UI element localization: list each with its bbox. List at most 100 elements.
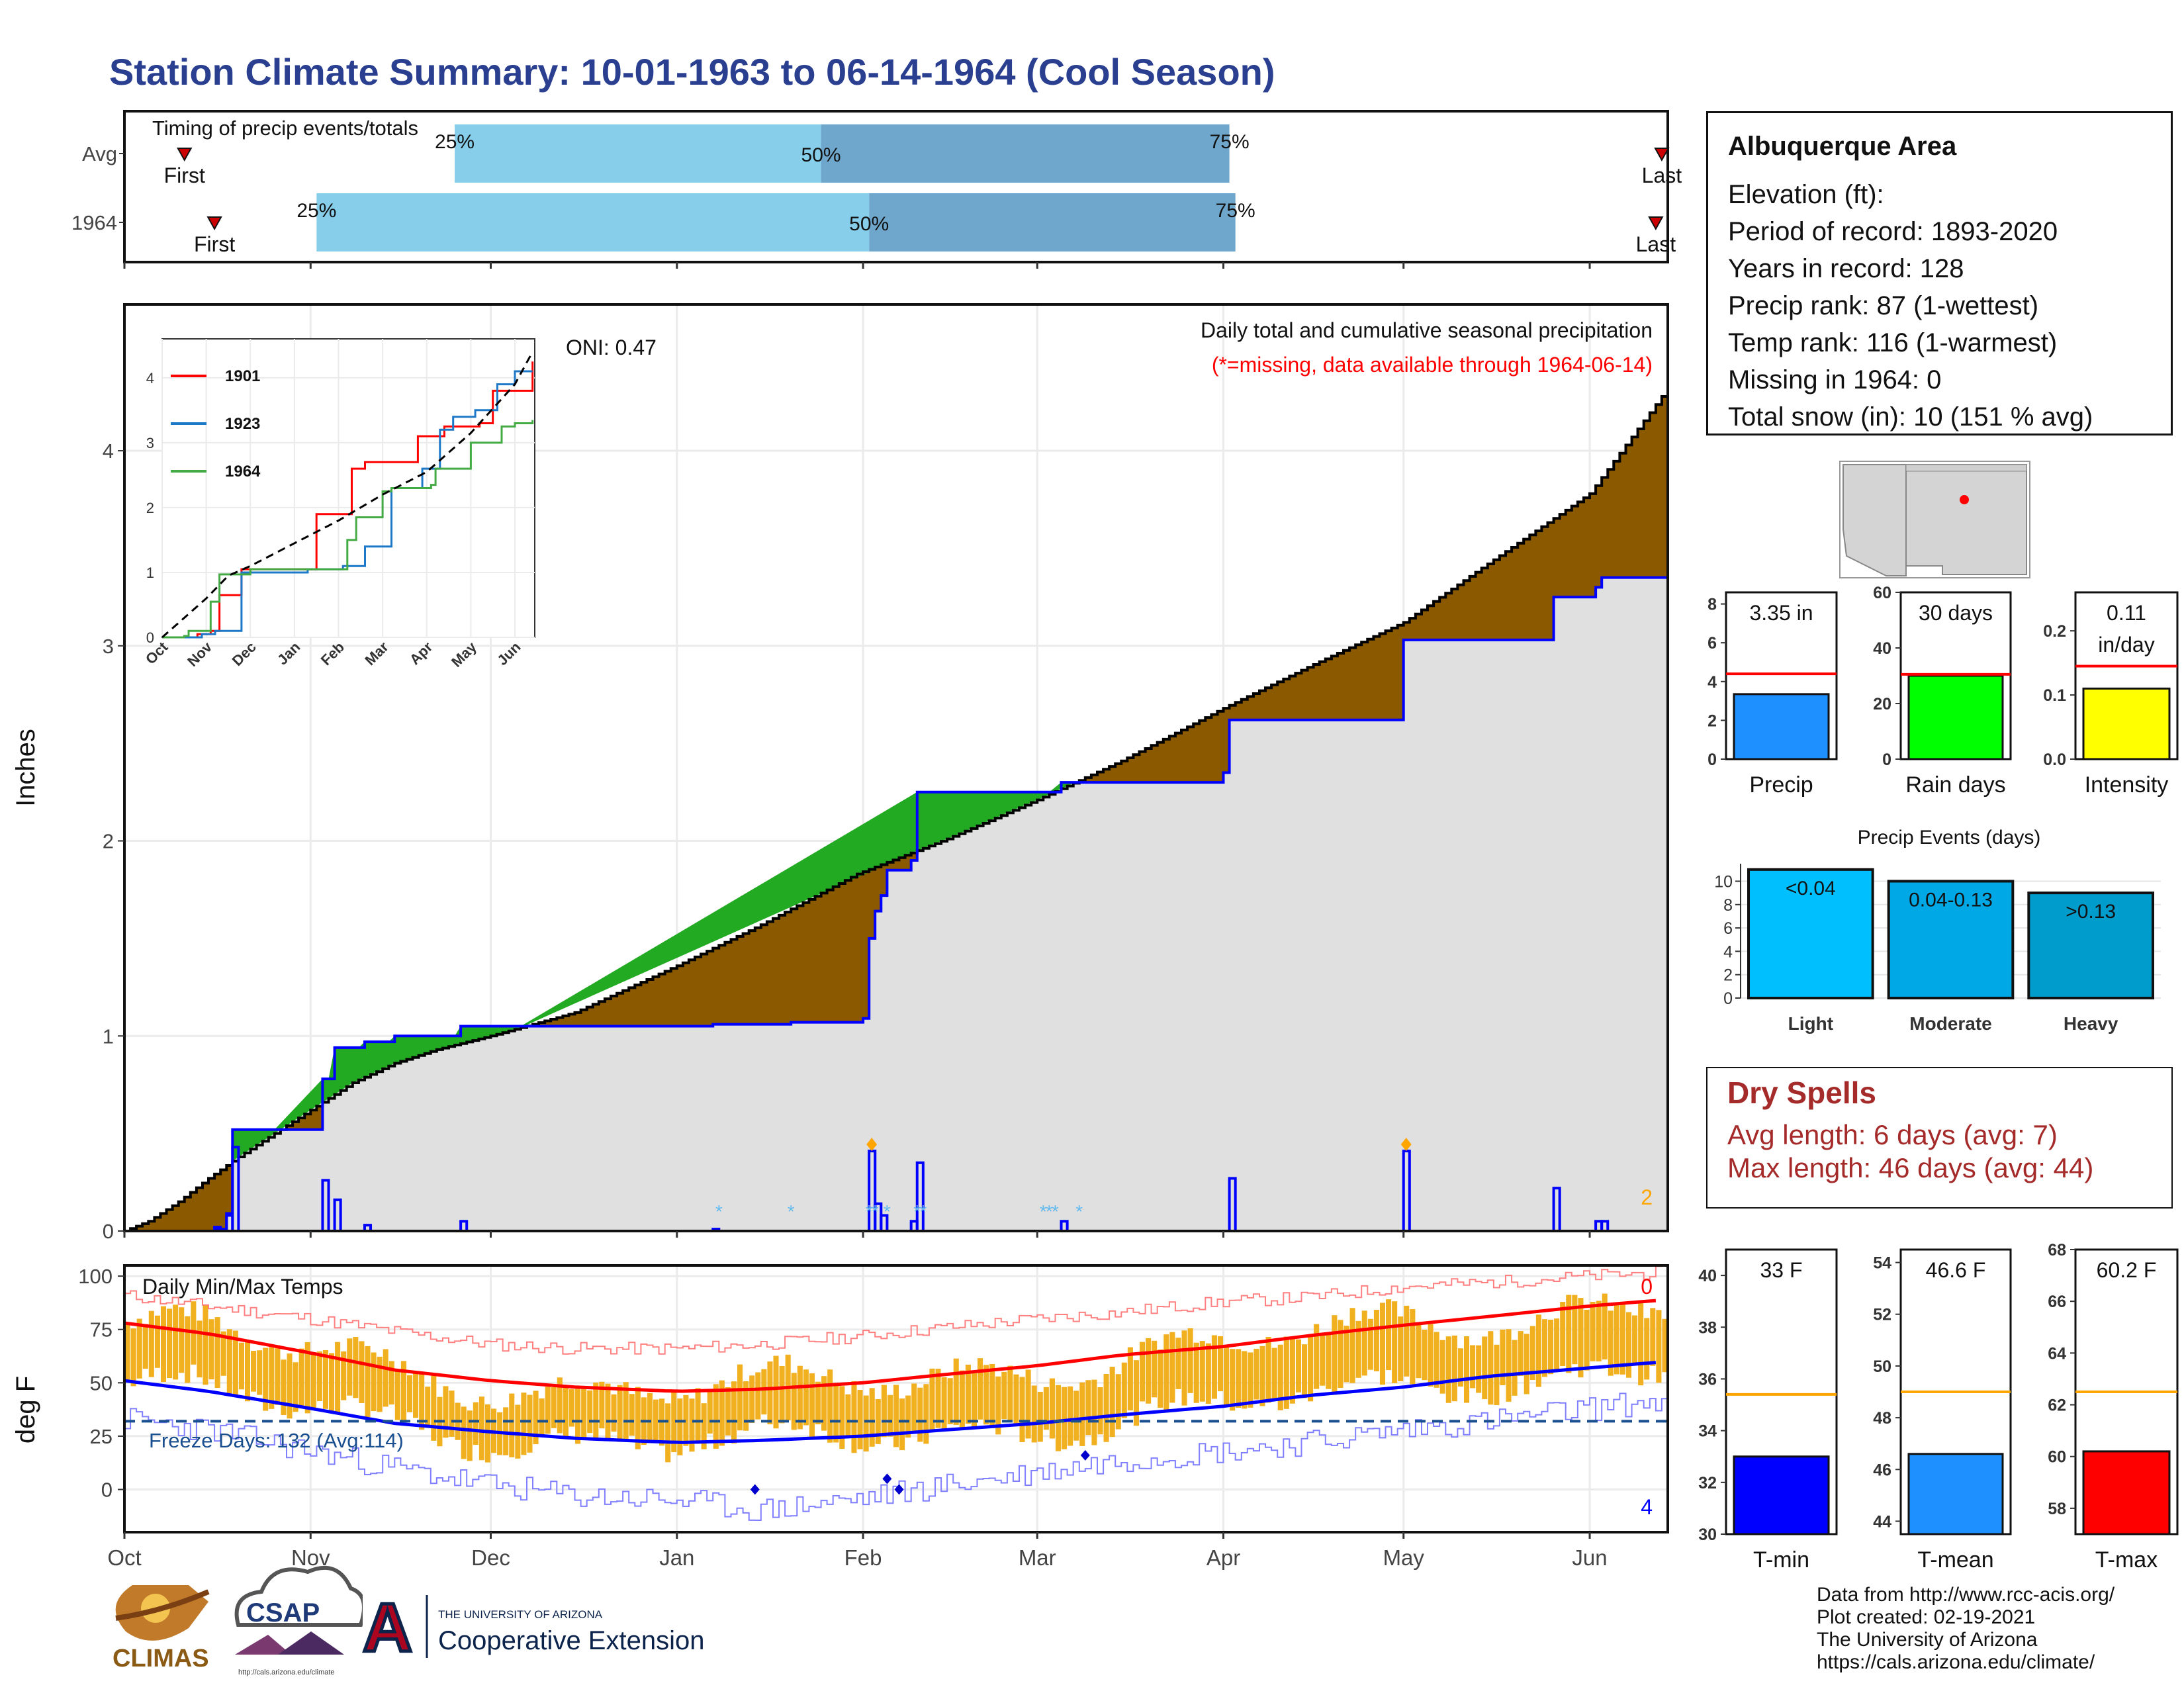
daily-temp-bar [1548, 1320, 1554, 1375]
daily-temp-bar [593, 1382, 599, 1439]
station-period: Period of record: 1893-2020 [1728, 217, 2058, 246]
csap-logo: CSAP http://cals.arizona.edu/climate [234, 1565, 366, 1676]
daily-temp-bar [179, 1307, 185, 1373]
daily-temp-bar [1320, 1333, 1326, 1386]
daily-temp-bar [1584, 1310, 1590, 1371]
dry-spells-box: Dry Spells Avg length: 6 days (avg: 7) M… [1706, 1067, 2173, 1209]
events-y-tick-label: 4 [1723, 942, 1733, 961]
temp-y-label: deg F [11, 1376, 40, 1443]
precip-summary-category-label: Rain days [1905, 772, 2005, 798]
daily-temp-bar [503, 1407, 509, 1455]
daily-temp-bar [1572, 1295, 1578, 1365]
daily-temp-bar [1025, 1369, 1031, 1439]
daily-temp-bar [1043, 1387, 1049, 1430]
timing-last-label: Last [1642, 163, 1682, 187]
daily-temp-bar [1079, 1382, 1085, 1446]
daily-temp-bar [1115, 1374, 1121, 1430]
precip-summary-y-tick-label: 0.1 [2043, 686, 2066, 705]
temp-bar [1907, 1453, 2004, 1535]
daily-temp-bar [124, 1323, 130, 1382]
daily-temp-bar [316, 1351, 322, 1402]
daily-temp-bar [1121, 1362, 1127, 1418]
daily-temp-bar [148, 1310, 154, 1377]
daily-temp-bar [377, 1356, 383, 1412]
precip-summary-y-tick-label: 60 [1873, 584, 1891, 602]
daily-temp-bar [185, 1316, 191, 1383]
timing-panel: Timing of precip events/totals Avg 25% 50%… [71, 110, 1682, 269]
daily-temp-bar [509, 1393, 515, 1457]
timing-last-label: Last [1636, 232, 1676, 256]
temp-y-tick-label: 66 [2048, 1293, 2066, 1311]
map-state-co [1905, 464, 2027, 472]
temp-category-label: T-mean [1917, 1547, 1993, 1573]
daily-temp-bar [1127, 1347, 1133, 1411]
daily-temp-bar [329, 1353, 335, 1413]
csap-url: http://cals.arizona.edu/climate [238, 1668, 335, 1676]
daily-temp-bar [425, 1387, 431, 1426]
daily-temp-bar [419, 1372, 425, 1430]
inset-average-line [161, 351, 534, 639]
daily-temp-bar [521, 1393, 527, 1455]
event-category-label: Light [1788, 1013, 1833, 1034]
daily-temp-bar [1500, 1329, 1506, 1385]
temp-y-tick-label: 62 [2048, 1396, 2066, 1415]
daily-temp-bar [1301, 1344, 1308, 1398]
precip-summary-y-tick-label: 0 [1882, 751, 1891, 769]
daily-temp-bar [629, 1394, 635, 1436]
daily-temp-bar [569, 1389, 575, 1427]
events-y-tick-label: 0 [1723, 989, 1733, 1008]
daily-temp-bar [1439, 1340, 1445, 1394]
daily-temp-bar [461, 1406, 467, 1459]
temp-value-label: 46.6 F [1926, 1258, 1986, 1282]
inset-y-tick-label: 4 [146, 370, 154, 387]
timing-first-label: First [164, 163, 205, 187]
temp-y-tick-label: 32 [1698, 1474, 1717, 1492]
daily-temp-bar [167, 1308, 173, 1379]
daily-temp-bar [617, 1385, 623, 1442]
record-low-marker [882, 1473, 892, 1485]
footer-data-source: Data from http://www.rcc-acis.org/ [1817, 1584, 2115, 1606]
daily-temp-bar [899, 1398, 905, 1451]
ua-logo: A THE UNIVERSITY OF ARIZONA Cooperative … [361, 1588, 705, 1668]
daily-temp-bar [1482, 1336, 1488, 1400]
daily-temp-bar [263, 1348, 269, 1411]
daily-temp-bar [779, 1365, 785, 1424]
daily-temp-bar [947, 1378, 953, 1424]
record-low-marker [1080, 1449, 1090, 1461]
temp-count-top: 0 [1641, 1275, 1653, 1299]
daily-temp-bar [581, 1386, 587, 1440]
daily-temp-bar [383, 1349, 388, 1407]
event-bar [1747, 868, 1874, 999]
daily-temp-bar [1230, 1349, 1236, 1411]
timing-title: Timing of precip events/totals [152, 116, 418, 140]
daily-temp-bar [1625, 1312, 1632, 1378]
daily-temp-bar [1271, 1348, 1277, 1401]
daily-temp-bar [677, 1398, 683, 1455]
inset-series-1923 [162, 370, 533, 639]
daily-temp-bar [1085, 1380, 1091, 1436]
daily-temp-bar [743, 1381, 749, 1431]
precip-summary-bar [2082, 687, 2171, 760]
month-tick-label: Jun [1572, 1545, 1607, 1570]
daily-temp-bar [575, 1389, 581, 1444]
daily-temp-bar [989, 1363, 995, 1428]
inset-legend-label: 1901 [225, 367, 260, 385]
daily-temp-bar [917, 1387, 923, 1442]
snow-marker: * [1052, 1201, 1059, 1222]
daily-temp-bar [983, 1365, 989, 1425]
climas-logo: CLIMAS [113, 1585, 210, 1672]
climas-wordmark: CLIMAS [113, 1645, 209, 1672]
precip-summary-y-tick-label: 6 [1707, 634, 1717, 653]
timing-first-marker [206, 216, 222, 231]
daily-temp-bar [406, 1375, 413, 1412]
daily-temp-bar [1506, 1329, 1512, 1402]
daily-temp-bar [1529, 1326, 1535, 1381]
daily-temp-bar [1632, 1315, 1638, 1365]
daily-temp-bar [1416, 1322, 1422, 1379]
daily-temp-bar [1091, 1379, 1097, 1445]
daily-temp-bar [1242, 1351, 1248, 1409]
station-precip-rank: Precip rank: 87 (1-wettest) [1728, 291, 2039, 320]
daily-temp-bar [1253, 1348, 1259, 1400]
daily-temp-bar [965, 1364, 971, 1424]
precip-title: Daily total and cumulative seasonal prec… [1201, 318, 1653, 342]
